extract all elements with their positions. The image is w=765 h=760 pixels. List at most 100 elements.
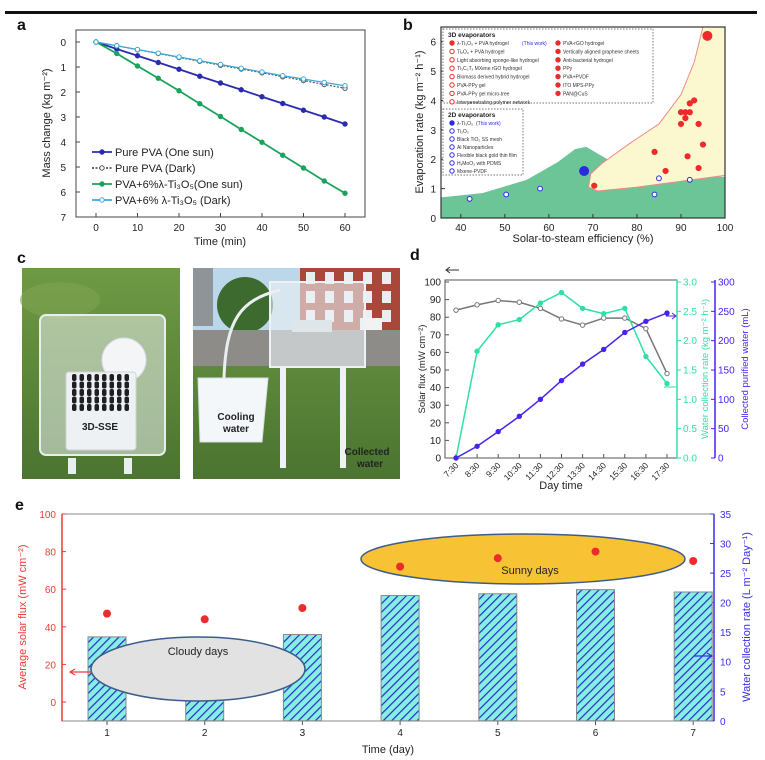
y-tick-label: 4 [430,96,436,107]
panel-label-e: e [15,497,24,514]
region-3d [587,26,726,192]
label-collected-water-2: water [356,459,383,470]
y-tick-label-purple: 200 [718,336,735,347]
data-point [134,53,141,59]
x-tick-label: 2 [202,728,208,739]
y-tick-label: 2 [60,88,66,99]
d-ylabel-left: Solar flux (mW cm⁻²) [417,325,428,414]
a-ylabel: Mass change (kg m⁻²) [41,68,53,177]
y-tick-label: 0 [430,214,436,225]
data-point [495,322,501,328]
arrow-right-icon [666,312,677,320]
legend-3d-item: λ-Ti₃O₅ + PVA hydrogel [457,41,509,47]
y-tick-label-purple: 150 [718,366,735,377]
legend-marker [99,149,105,155]
data-point [321,114,327,120]
y-tick-label-right: 30 [720,540,732,551]
d-ylabel-purple: Collected purified water (mL) [740,308,751,429]
x-tick-label: 30 [215,223,227,234]
data-point [259,94,265,100]
label-cooling-water-1: Cooling [217,412,254,423]
bristle [124,389,129,396]
label-collected-water-1: Collected [344,447,389,458]
legend-3d-item: Interpenetrating polymer network [457,100,531,106]
window [363,310,372,322]
legend-marker [449,82,455,88]
point-3d [702,30,713,41]
b-xlabel: Solar-to-steam efficiency (%) [512,233,653,245]
solar-flux-point [591,547,600,556]
x-tick-label: 7:30 [442,460,461,479]
y-tick-label-green: 2.0 [683,336,697,347]
legend-2d-item: Mxene-PVDF [457,169,487,175]
data-point [579,361,586,367]
legend-2d-item: Flexible black gold thin film [457,153,517,159]
data-point [664,380,670,387]
legend-2d-item: Black TiO₂ SS mesh [457,137,502,143]
point-3d [682,114,689,122]
x-tick-label: 8:30 [463,460,482,479]
annotation-label: Sunny days [501,565,559,577]
x-tick-label: 3 [300,728,306,739]
window [363,291,372,303]
y-tick-label: 3 [60,113,66,124]
solar-flux-point [689,557,698,565]
point-3d [591,182,598,189]
y-tick-label: 1 [430,185,436,196]
legend-2d-item: Al Nanoparticles [457,145,494,151]
bristle [117,381,122,389]
legend-3d-item: PAN@CuS [563,91,588,97]
x-tick-label: 70 [587,223,599,234]
label-3d-sse: 3D-SSE [82,422,118,433]
y-tick-label-right: 35 [720,510,732,521]
y-tick-label: 5 [60,163,66,174]
legend-this-work: (This work) [522,41,547,47]
data-point [300,107,307,113]
data-point [321,79,327,86]
annotation-ellipse [90,636,306,702]
x-tick-label: 60 [543,223,555,234]
bristle [124,396,129,404]
x-tick-label: 15:30 [607,460,629,482]
legend-2d-item: Ti₂O₃ [457,129,469,135]
bristle [79,381,84,389]
series-3 [93,39,348,89]
data-point [537,300,544,306]
top-rule [5,11,757,14]
region-2d [441,146,725,218]
panel-label-b: b [403,17,413,34]
panel-label-c: c [17,250,26,267]
y-tick-label-left: 0 [50,698,56,709]
x-tick-label: 0 [93,223,99,234]
data-point [558,289,565,296]
legend-marker [555,90,561,97]
data-point [321,178,327,184]
data-point [342,83,348,89]
y-tick-label: 1 [60,63,66,74]
data-point [537,396,544,403]
data-point [495,297,501,304]
legend-this-work: (This work) [476,121,501,127]
y-tick-label: 3 [430,126,436,137]
bristle [109,389,114,396]
data-point [280,152,286,158]
data-point [134,46,141,53]
y-tick-label: 90 [430,295,442,306]
solar-flux-point [200,615,209,624]
data-point [601,310,607,317]
bristle [87,404,92,411]
a-xlabel: Time (min) [194,236,246,248]
legend-label: PVA+6% λ-Ti₃O₅ (Dark) [115,195,231,207]
data-point [134,63,141,69]
brush-bristles [72,374,129,411]
data-point [197,58,203,64]
legend-3d-item: Light absorbing sponge-like hydrogel [457,58,539,64]
data-point [558,377,565,384]
series-0 [93,39,348,127]
y-tick-label: 7 [60,213,66,224]
data-point [643,318,649,325]
point-3d [651,148,658,155]
legend-marker [449,48,455,55]
y-tick-label: 10 [430,436,442,447]
